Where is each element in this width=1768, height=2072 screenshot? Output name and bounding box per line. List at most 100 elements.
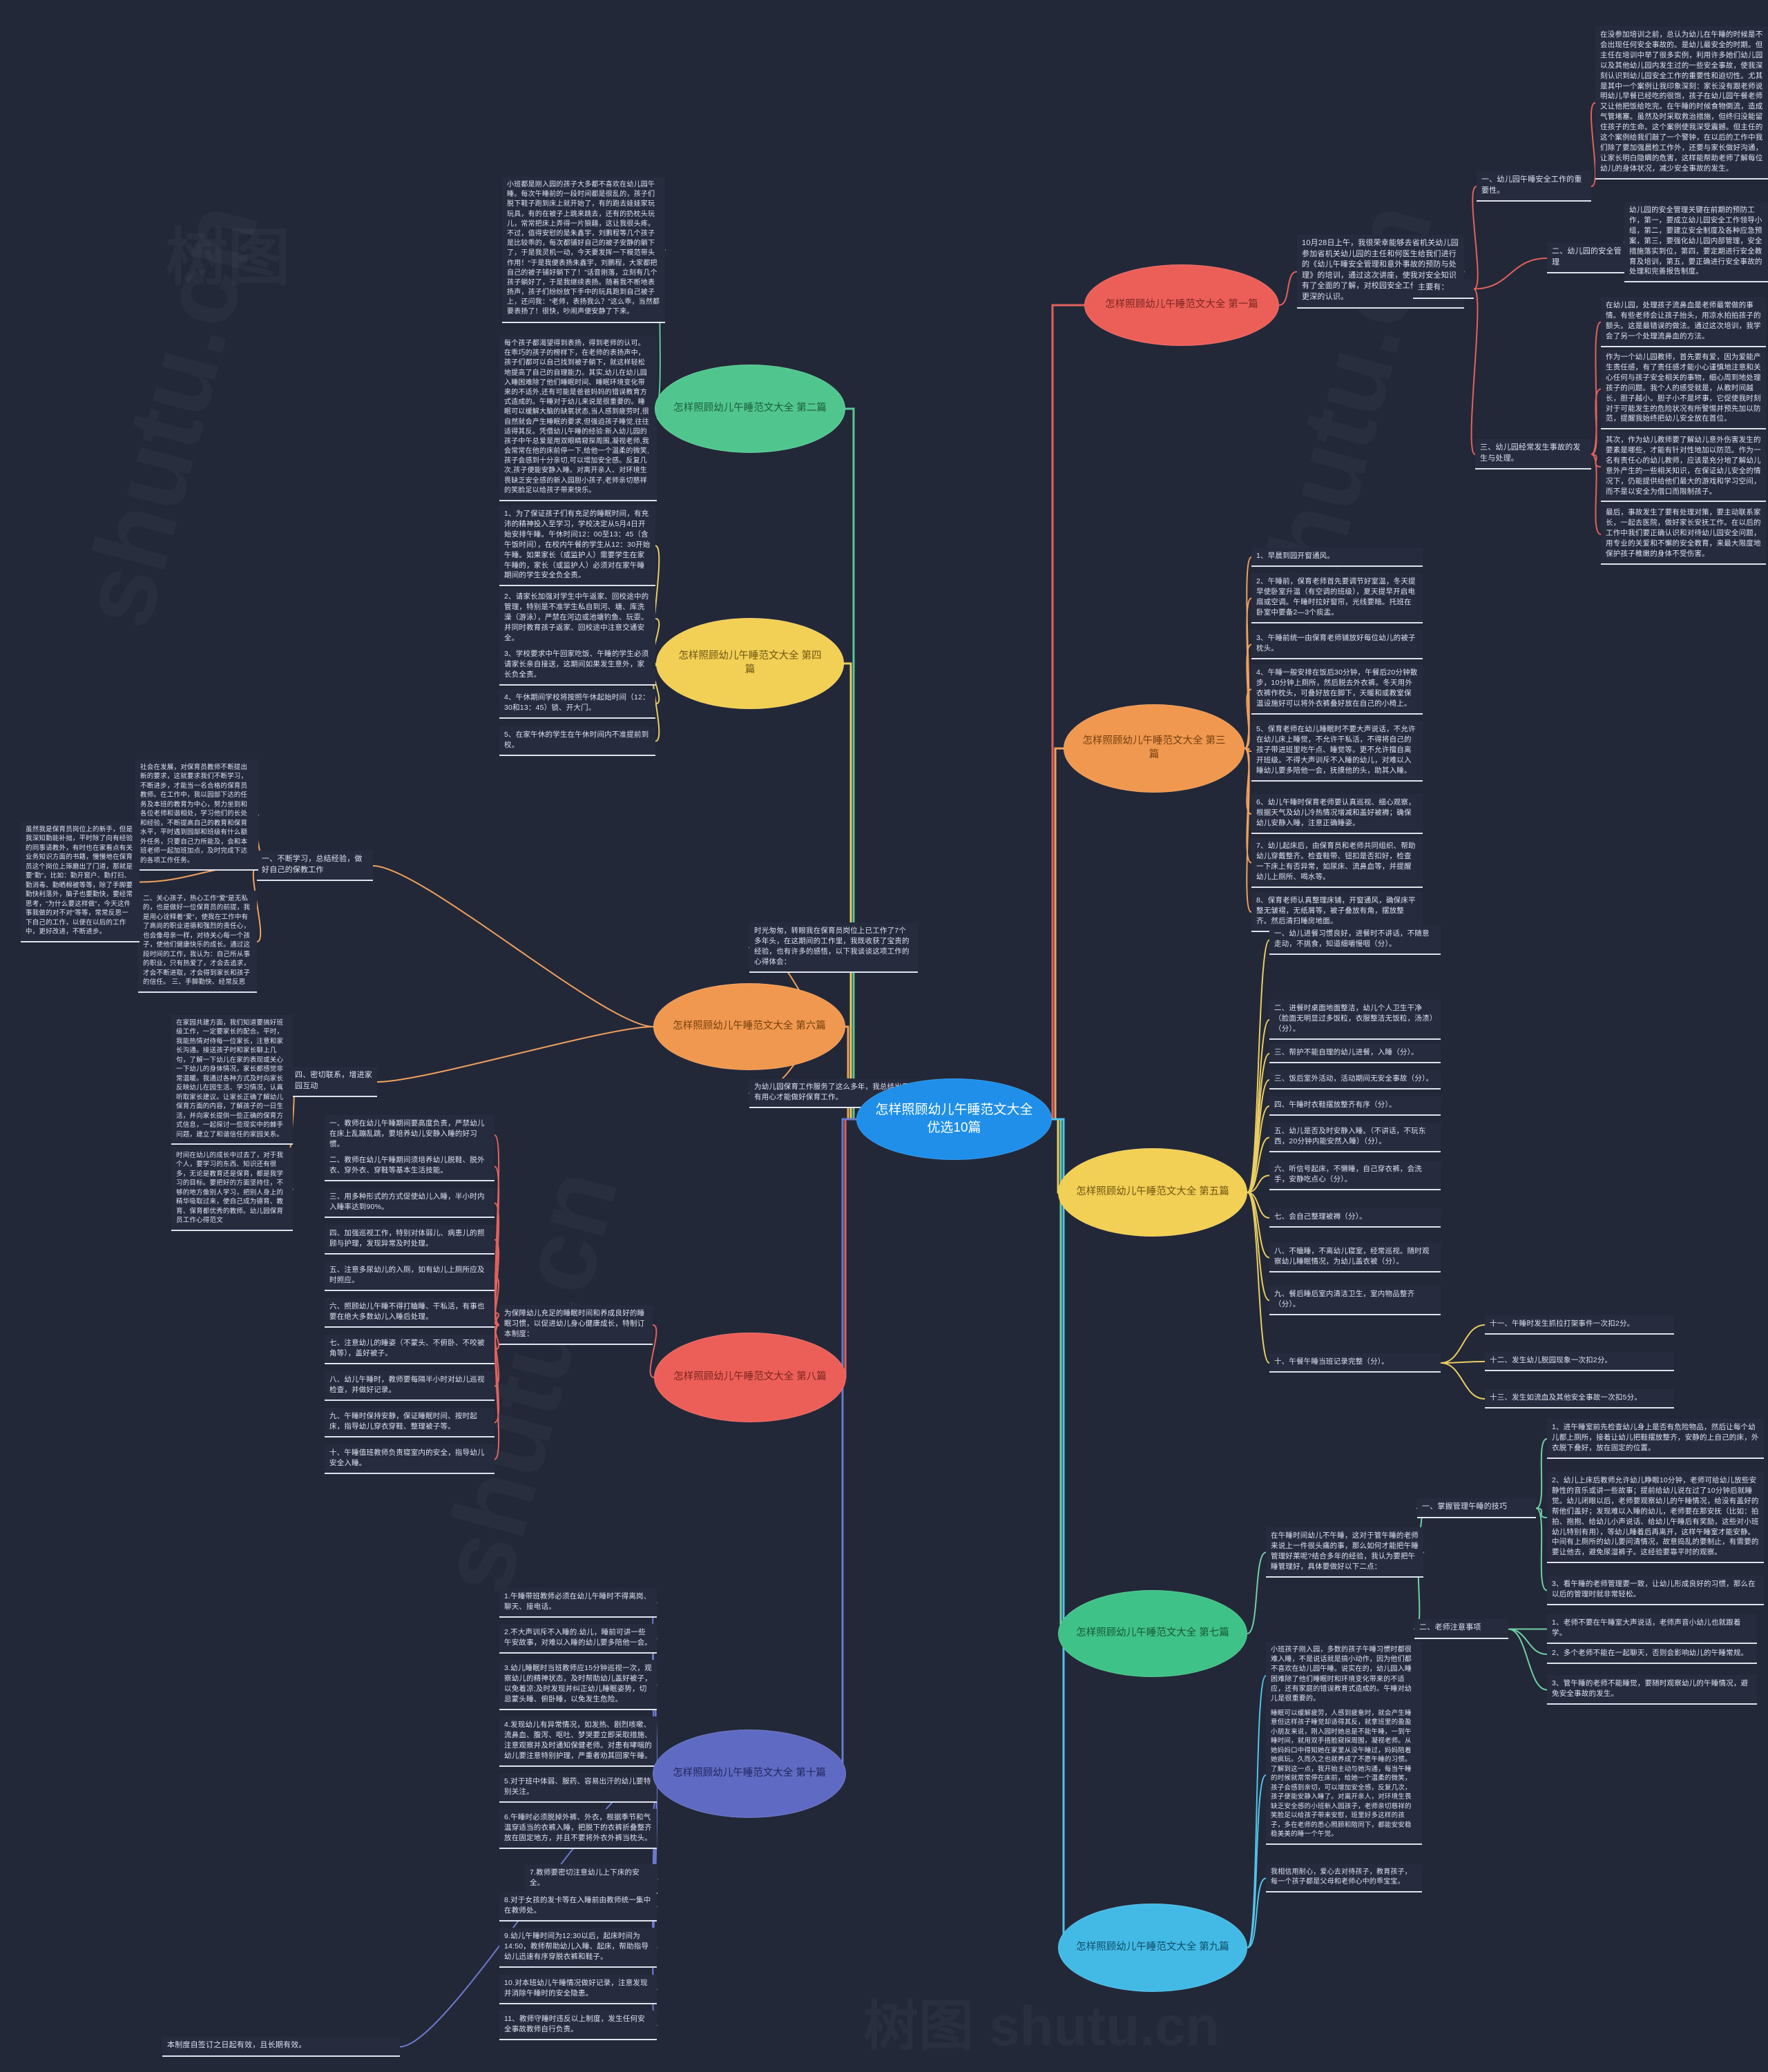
text-block[interactable]: 本制度自签订之日起有效，且长期有效。 [162, 2037, 400, 2057]
branch-node-1[interactable]: 怎样照顾幼儿午睡范文大全 第一篇 [1084, 264, 1279, 346]
text-block[interactable]: 5.对于班中体弱、服药、容易出汗的幼儿要特别关注。 [499, 1773, 657, 1803]
branch-node-8[interactable]: 怎样照顾幼儿午睡范文大全 第八篇 [654, 1333, 846, 1422]
text-block[interactable]: 2.不大声训斥不入睡的.幼儿，睡前可讲一些午安故事，对难以入睡的幼儿要多陪他一会… [499, 1624, 657, 1654]
text-block[interactable]: 一、不断学习，总结经验，做好自己的保教工作 [257, 851, 373, 882]
text-block[interactable]: 主要有： [1413, 279, 1474, 299]
text-block[interactable]: 7、幼儿起床后，由保育员和老师共同组织、帮助幼儿穿戴整齐。检查鞋带、钮扣是否扣好… [1251, 837, 1423, 888]
branch-node-5[interactable]: 怎样照顾幼儿午睡范文大全 第五篇 [1058, 1148, 1247, 1237]
text-block[interactable]: 1、为了保证孩子们有充足的睡眠时间，有充沛的精神投入至学习，学校决定从5月4日开… [499, 505, 655, 587]
text-block[interactable]: 时光匆匆，转眼我在保育员岗位上已工作了7个多年头，在这期间的工作里，我既收获了宝… [749, 922, 918, 973]
text-block[interactable]: 五、幼儿是否及时安静入睡。（不讲话，不玩东西，20分钟内能安然入睡）（分）。 [1269, 1123, 1441, 1152]
text-block[interactable]: 3、管午睡的老师不能睡觉，要随时观察幼儿的午睡情况，避免安全事故的发生。 [1547, 1675, 1757, 1705]
text-block[interactable]: 4、午睡一般安排在饭后30分钟，午餐后20分钟散步，10分钟上厕所，然后脱去外衣… [1251, 664, 1423, 715]
block-text: 睡眠可以缓解疲劳，人感到疲惫时，就会产生睡意但这样孩子睡觉却适得其反，就拿班里的… [1271, 1710, 1412, 1839]
text-block[interactable]: 在午睡时间幼儿不午睡，这对于管午睡的老师来说上一件很头痛的事，那么如何才能把午睡… [1266, 1527, 1423, 1578]
text-block[interactable]: 其次，作为幼儿教师要了解幼儿意外伤害发生的要素是哪些，才能有针对性地加以防范。作… [1601, 432, 1766, 503]
text-block[interactable]: 3、学校要求中午回家吃饭、午睡的学生必须请家长亲自接送，这期间如果发生意外，家长… [499, 646, 655, 686]
text-block[interactable]: 三、用多种形式的方式促使幼儿入睡，半小时内入睡率达到90%。 [325, 1188, 494, 1218]
text-block[interactable]: 十、午餐午睡当班记录完整（分）。 [1269, 1353, 1441, 1373]
text-block[interactable]: 1.午睡带班教师必须在幼儿午睡时不得离岗、聊天、接电话。 [499, 1588, 657, 1618]
text-block[interactable]: 虽然我是保育员岗位上的新手，但是我深知勤能补拙，平时除了向有经验的同事请教外，有… [21, 822, 140, 942]
text-block[interactable]: 二、老师注意事项 [1414, 1619, 1508, 1639]
branch-node-3[interactable]: 怎样照顾幼儿午睡范文大全 第三篇 [1064, 704, 1245, 793]
text-block[interactable]: 为保障幼儿充足的睡眠时间和养成良好的睡眠习惯，以促进幼儿身心健康成长，特制订本制… [499, 1305, 653, 1345]
text-block[interactable]: 最后，事故发生了要有处理对策，要主动联系家长，一起去医院，做好家长安抚工作。在以… [1601, 504, 1766, 565]
text-block[interactable]: 幼儿园的安全管理关键在前期的预防工作，第一，要成立幼儿园安全工作领导小组，第二，… [1624, 202, 1768, 283]
text-block[interactable]: 4、午休期间学校将按照午休起始时间（12：30和13：45）锁、开大门。 [499, 689, 655, 719]
text-block[interactable]: 3、午睡前统一由保育老师铺放好每位幼儿的被子枕头。 [1251, 630, 1423, 659]
central-node[interactable]: 怎样照顾幼儿午睡范文大全优选10篇 [856, 1078, 1052, 1160]
text-block[interactable]: 6.午睡时必须脱掉外裤、外衣，根据季节和气温穿适当的衣裤入睡，把脱下的衣裤折叠整… [499, 1809, 657, 1849]
text-block[interactable]: 在家园共建方面，我们知道要搞好班级工作，一定要家长的配合。平时，我能热情对待每一… [171, 1015, 293, 1145]
text-block[interactable]: 6、幼儿午睡时保育老师要认真巡视、细心观察，根据天气及幼儿冷热情况增减和盖好被褥… [1251, 794, 1423, 834]
node-label: 怎样照顾幼儿午睡范文大全 第一篇 [1105, 299, 1258, 311]
text-block[interactable]: 九、餐后睡后室内清洁卫生，室内物品整齐（分）。 [1269, 1286, 1441, 1315]
text-block[interactable]: 3.幼儿睡眠时当班教师应15分钟巡视一次，观察幼儿的精神状态，及时帮助幼儿盖好被… [499, 1660, 657, 1710]
text-block[interactable]: 小班孩子刚入园，多数的孩子午睡习惯时都很难入睡，不是说话就是搞小动作，因为他们都… [1266, 1642, 1422, 1710]
branch-node-2[interactable]: 怎样照顾幼儿午睡范文大全 第二篇 [655, 365, 845, 453]
text-block[interactable]: 3、看午睡的老师管理要一致，让幼儿形成良好的习惯，那么在以后的管理时就非常轻松。 [1547, 1576, 1764, 1605]
text-block[interactable]: 三、饭后室外活动，活动期间无安全事故（分）。 [1269, 1070, 1441, 1090]
text-block[interactable]: 十、午睡值班教师负责寝室内的安全，指导幼儿安全入睡。 [325, 1444, 494, 1474]
text-block[interactable]: 10月28日上午，我很荣幸能够去省机关幼儿园参加省机关幼儿园的主任和何医生给我们… [1297, 235, 1464, 309]
text-block[interactable]: 作为一个幼儿园教师，首先要有爱，因为爱能产生责任感，有了责任感才能小心谨慎地注意… [1601, 349, 1766, 430]
text-block[interactable]: 一、教师在幼儿午睡期间要高度负责，严禁幼儿在床上乱蹦乱跳，要培养幼儿安静入睡的好… [325, 1115, 494, 1155]
text-block[interactable]: 2、请家长加强对学生中午返家、回校途中的管理，特别是不准学生私自到河、塘、库洗澡… [499, 588, 655, 649]
text-block[interactable]: 睡眠可以缓解疲劳，人感到疲惫时，就会产生睡意但这样孩子睡觉却适得其反，就拿班里的… [1266, 1705, 1422, 1845]
branch-node-4[interactable]: 怎样照顾幼儿午睡范文大全 第四篇 [656, 618, 844, 709]
text-block[interactable]: 在幼儿园，处理孩子流鼻血是老师最常做的事情。有些老师会让孩子抬头，用凉水拍拍孩子… [1601, 297, 1766, 347]
text-block[interactable]: 十二、发生幼儿脱园现象一次扣2分。 [1485, 1352, 1674, 1371]
text-block[interactable]: 二、幼儿园的安全管理 [1547, 243, 1631, 274]
block-text: 十二、发生幼儿脱园现象一次扣2分。 [1490, 1356, 1613, 1364]
branch-node-10[interactable]: 怎样照顾幼儿午睡范文大全 第十篇 [653, 1730, 846, 1818]
text-block[interactable]: 一、幼儿园午睡安全工作的重要性。 [1477, 171, 1591, 202]
text-block[interactable]: 我相信用耐心，爱心去对待孩子，教育孩子，每一个孩子都是父母和老师心中的乖宝宝。 [1266, 1864, 1422, 1893]
text-block[interactable]: 1、老师不要在午睡室大声说话，老师声音小幼儿也就跟着学。 [1547, 1614, 1757, 1644]
text-block[interactable]: 9.幼儿午睡时间为12:30以后，起床时间为14:50，教师帮助幼儿入睡、起床，… [499, 1928, 657, 1968]
block-text: 一、幼儿园午睡安全工作的重要性。 [1481, 175, 1582, 195]
text-block[interactable]: 社会在发展，对保育员教师不断提出新的要求，这就要求我们不断学习，不断进步，才能当… [135, 759, 258, 871]
text-block[interactable]: 8.对于女孩的发卡等在入睡前由教师统一集中在教师处。 [499, 1892, 657, 1921]
block-text: 四、密切联系，增进家园互动 [295, 1071, 372, 1090]
text-block[interactable]: 四、加强巡视工作，特别对体弱儿、病患儿的照顾与护理，发现异常及时处理。 [325, 1225, 494, 1255]
text-block[interactable]: 2、午睡前，保育老师首先要调节好室温，冬天提早使卧室升温（有空调的班级），夏天提… [1251, 573, 1423, 623]
branch-node-7[interactable]: 怎样照顾幼儿午睡范文大全 第七篇 [1058, 1590, 1247, 1677]
text-block[interactable]: 2、多个老师不能在一起聊天，否则会影响幼儿的午睡常规。 [1547, 1645, 1757, 1664]
text-block[interactable]: 三、帮护不能自理的幼儿进餐，入睡（分）。 [1269, 1044, 1441, 1063]
text-block[interactable]: 小班都是刚入园的孩子大多都不喜欢在幼儿园午睡。每次午睡前的一段时间都是很乱的，孩… [502, 177, 665, 323]
text-block[interactable]: 十一、午睡时发生抓拉打架事件一次扣2分。 [1485, 1315, 1674, 1335]
branch-node-9[interactable]: 怎样照顾幼儿午睡范文大全 第九篇 [1058, 1904, 1247, 1992]
text-block[interactable]: 一、掌握管理午睡的技巧 [1417, 1498, 1536, 1518]
text-block[interactable]: 六、照顾幼儿午睡不得打瞌睡、干私活，有事也要在绝大多数幼儿入睡后处理。 [325, 1298, 494, 1328]
text-block[interactable]: 八、不瞌睡，不离幼儿寝室，经常巡视。随时观察幼儿睡眠情况，为幼儿盖衣被（分）。 [1269, 1243, 1441, 1272]
text-block[interactable]: 二、教师在幼儿午睡期间须培养幼儿脱鞋、脱外衣、穿外衣、穿鞋等基本生活技能。 [325, 1152, 494, 1181]
branch-node-6[interactable]: 怎样照顾幼儿午睡范文大全 第六篇 [653, 983, 845, 1070]
text-block[interactable]: 1、早晨到园开窗通风。 [1251, 548, 1423, 567]
text-block[interactable]: 四、午睡时衣鞋摆放整齐有序（分）。 [1269, 1096, 1441, 1116]
text-block[interactable]: 四、密切联系，增进家园互动 [290, 1067, 377, 1098]
text-block[interactable]: 七、注意幼儿的睡姿（不蒙头、不俯卧、不咬被角等），盖好被子。 [325, 1335, 494, 1364]
text-block[interactable]: 十三、发生如流血及其他安全事故一次扣5分。 [1485, 1389, 1674, 1408]
text-block[interactable]: 1、进午睡室前先检查幼儿身上是否有危险物品，然后让每个幼儿都上厕所，接着让幼儿把… [1547, 1419, 1764, 1459]
text-block[interactable]: 每个孩子都渴望得到表扬，得到老师的认可。在乖巧的孩子的榜样下，在老师的表扬声中，… [499, 336, 657, 501]
text-block[interactable]: 2、幼儿上床后教师允许幼儿睁眼10分钟，老师可给幼儿放些安静性的音乐或讲一些故事… [1547, 1472, 1764, 1564]
text-block[interactable]: 5、保育老师在幼儿睡眠时不要大声说话，不允许在幼儿床上睡觉，不允许干私活，不得将… [1251, 721, 1423, 782]
text-block[interactable]: 八、幼儿午睡时，教师要每隔半小时对幼儿巡视检查，并做好记录。 [325, 1371, 494, 1401]
text-block[interactable]: 二、进餐时桌面地面整洁，幼儿个人卫生干净（脸面无明显过多饭粒，衣服整洁无饭粒，汤… [1269, 1000, 1441, 1040]
text-block[interactable]: 三、幼儿园经常发生事故的发生与处理。 [1475, 439, 1591, 470]
text-block[interactable]: 七、会自己整理被褥（分）。 [1269, 1208, 1441, 1228]
text-block[interactable]: 在没参加培训之前，总认为幼儿在午睡的时候是不会出现任何安全事故的。是幼儿最安全的… [1595, 26, 1768, 180]
block-text: 7.教师要密切注意幼儿上下床的安全。 [530, 1868, 640, 1887]
text-block[interactable]: 4.发现幼儿有异常情况，如发热、剧烈咳嗽、流鼻血、腹泻、呕吐、梦哭要立即采取措施… [499, 1716, 657, 1767]
text-block[interactable]: 六、听信号起床，不懒睡，自己穿衣裤，会洗手，安静吃点心（分）。 [1269, 1161, 1441, 1190]
text-block[interactable]: 5、在家午休的学生在午休时间内不准提前到校。 [499, 726, 655, 756]
text-block[interactable]: 11、教师守睡时违反以上制度，发生任何安全事故教师自行负责。 [499, 2011, 657, 2040]
text-block[interactable]: 7.教师要密切注意幼儿上下床的安全。 [525, 1864, 657, 1894]
text-block[interactable]: 九、午睡时保持安静，保证睡眠时间、按时起床，指导幼儿穿衣穿鞋、整理被子等。 [325, 1408, 494, 1437]
text-block[interactable]: 五、注意多尿幼儿的入厕，如有幼儿上厕所应及时照应。 [325, 1261, 494, 1291]
text-block[interactable]: 10.对本班幼儿午睡情况做好记录，注意发现并消除午睡时的安全隐患。 [499, 1975, 657, 2004]
text-block[interactable]: 二、关心孩子，热心工作“爱”是无私的，也是做好一位保育员的前提，我是用心诠释着“… [138, 891, 257, 993]
text-block[interactable]: 时间在幼儿的成长中过去了，对于我个人，要学习的东西、知识还有很多，无论是教育还是… [171, 1148, 293, 1231]
text-block[interactable]: 一、幼儿进餐习惯良好，进餐时不讲话，不随意走动，不挑食，知道细嚼慢咽（分）。 [1269, 925, 1441, 955]
